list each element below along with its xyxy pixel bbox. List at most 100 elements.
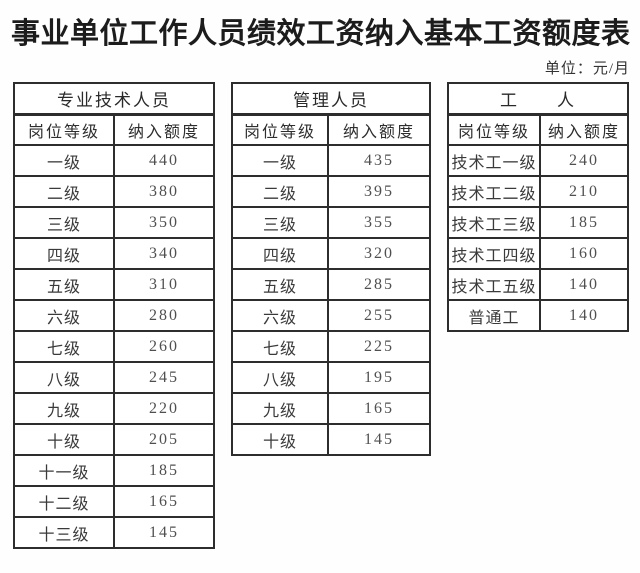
amount-cell: 225: [327, 330, 431, 363]
table-group-header: 工 人: [447, 82, 629, 116]
grade-cell: 十二级: [13, 485, 115, 518]
grade-cell: 普通工: [447, 299, 541, 332]
table-row: 技术工二级 210: [447, 175, 629, 208]
table-row: 十二级 165: [13, 485, 215, 518]
amount-cell: 320: [327, 237, 431, 270]
amount-cell: 140: [539, 299, 629, 332]
table-row: 普通工 140: [447, 299, 629, 332]
grade-cell: 一级: [13, 144, 115, 177]
grade-cell: 技术工三级: [447, 206, 541, 239]
amount-cell: 280: [113, 299, 215, 332]
table-management-staff: 管理人员 岗位等级 纳入额度 一级 435 二级 395 三级 355 四级 320 五级 285…: [231, 82, 431, 456]
grade-cell: 一级: [231, 144, 329, 177]
grade-cell: 十级: [231, 423, 329, 456]
amount-cell: 240: [539, 144, 629, 177]
amount-cell: 340: [113, 237, 215, 270]
grade-cell: 九级: [231, 392, 329, 425]
grade-cell: 四级: [231, 237, 329, 270]
table-row: 岗位等级 纳入额度: [447, 113, 629, 146]
table-row: 技术工三级 185: [447, 206, 629, 239]
amount-cell: 355: [327, 206, 431, 239]
table-row: 二级 380: [13, 175, 215, 208]
column-header-grade: 岗位等级: [231, 113, 329, 146]
grade-cell: 十级: [13, 423, 115, 456]
amount-cell: 195: [327, 361, 431, 394]
table-row: 七级 260: [13, 330, 215, 363]
grade-cell: 十三级: [13, 516, 115, 549]
amount-cell: 220: [113, 392, 215, 425]
grade-cell: 七级: [231, 330, 329, 363]
amount-cell: 205: [113, 423, 215, 456]
table-row: 工 人: [447, 82, 629, 116]
grade-cell: 七级: [13, 330, 115, 363]
amount-cell: 210: [539, 175, 629, 208]
amount-cell: 380: [113, 175, 215, 208]
amount-cell: 285: [327, 268, 431, 301]
table-row: 技术工五级 140: [447, 268, 629, 301]
table-row: 九级 165: [231, 392, 431, 425]
table-row: 八级 195: [231, 361, 431, 394]
amount-cell: 260: [113, 330, 215, 363]
grade-cell: 技术工一级: [447, 144, 541, 177]
amount-cell: 145: [113, 516, 215, 549]
table-row: 六级 280: [13, 299, 215, 332]
table-row: 二级 395: [231, 175, 431, 208]
table-group-header: 专业技术人员: [13, 82, 215, 116]
table-row: 四级 340: [13, 237, 215, 270]
table-row: 技术工四级 160: [447, 237, 629, 270]
amount-cell: 185: [539, 206, 629, 239]
table-workers: 工 人 岗位等级 纳入额度 技术工一级 240 技术工二级 210 技术工三级 185 技术…: [447, 82, 629, 332]
table-row: 六级 255: [231, 299, 431, 332]
table-row: 十级 145: [231, 423, 431, 456]
amount-cell: 350: [113, 206, 215, 239]
grade-cell: 技术工四级: [447, 237, 541, 270]
table-row: 岗位等级 纳入额度: [231, 113, 431, 146]
amount-cell: 435: [327, 144, 431, 177]
grade-cell: 八级: [13, 361, 115, 394]
amount-cell: 255: [327, 299, 431, 332]
column-header-grade: 岗位等级: [447, 113, 541, 146]
table-row: 十一级 185: [13, 454, 215, 487]
grade-cell: 技术工二级: [447, 175, 541, 208]
amount-cell: 245: [113, 361, 215, 394]
grade-cell: 四级: [13, 237, 115, 270]
table-row: 技术工一级 240: [447, 144, 629, 177]
table-row: 十三级 145: [13, 516, 215, 549]
unit-label: 单位：元/月: [544, 61, 630, 77]
table-row: 三级 355: [231, 206, 431, 239]
amount-cell: 165: [327, 392, 431, 425]
table-row: 三级 350: [13, 206, 215, 239]
table-group-header: 管理人员: [231, 82, 431, 116]
grade-cell: 六级: [13, 299, 115, 332]
page-title: 事业单位工作人员绩效工资纳入基本工资额度表: [11, 18, 631, 50]
grade-cell: 技术工五级: [447, 268, 541, 301]
table-row: 专业技术人员: [13, 82, 215, 116]
amount-cell: 440: [113, 144, 215, 177]
table-row: 五级 310: [13, 268, 215, 301]
table-row: 岗位等级 纳入额度: [13, 113, 215, 146]
grade-cell: 五级: [13, 268, 115, 301]
column-header-grade: 岗位等级: [13, 113, 115, 146]
table-professional-staff: 专业技术人员 岗位等级 纳入额度 一级 440 二级 380 三级 350 四级 340 五级 3…: [13, 82, 215, 549]
grade-cell: 三级: [231, 206, 329, 239]
grade-cell: 八级: [231, 361, 329, 394]
table-row: 九级 220: [13, 392, 215, 425]
amount-cell: 310: [113, 268, 215, 301]
grade-cell: 九级: [13, 392, 115, 425]
table-row: 四级 320: [231, 237, 431, 270]
amount-cell: 165: [113, 485, 215, 518]
column-header-amount: 纳入额度: [113, 113, 215, 146]
amount-cell: 140: [539, 268, 629, 301]
amount-cell: 185: [113, 454, 215, 487]
grade-cell: 二级: [231, 175, 329, 208]
table-row: 五级 285: [231, 268, 431, 301]
table-row: 管理人员: [231, 82, 431, 116]
table-row: 十级 205: [13, 423, 215, 456]
amount-cell: 145: [327, 423, 431, 456]
grade-cell: 三级: [13, 206, 115, 239]
column-header-amount: 纳入额度: [539, 113, 629, 146]
table-row: 七级 225: [231, 330, 431, 363]
table-row: 一级 435: [231, 144, 431, 177]
amount-cell: 160: [539, 237, 629, 270]
